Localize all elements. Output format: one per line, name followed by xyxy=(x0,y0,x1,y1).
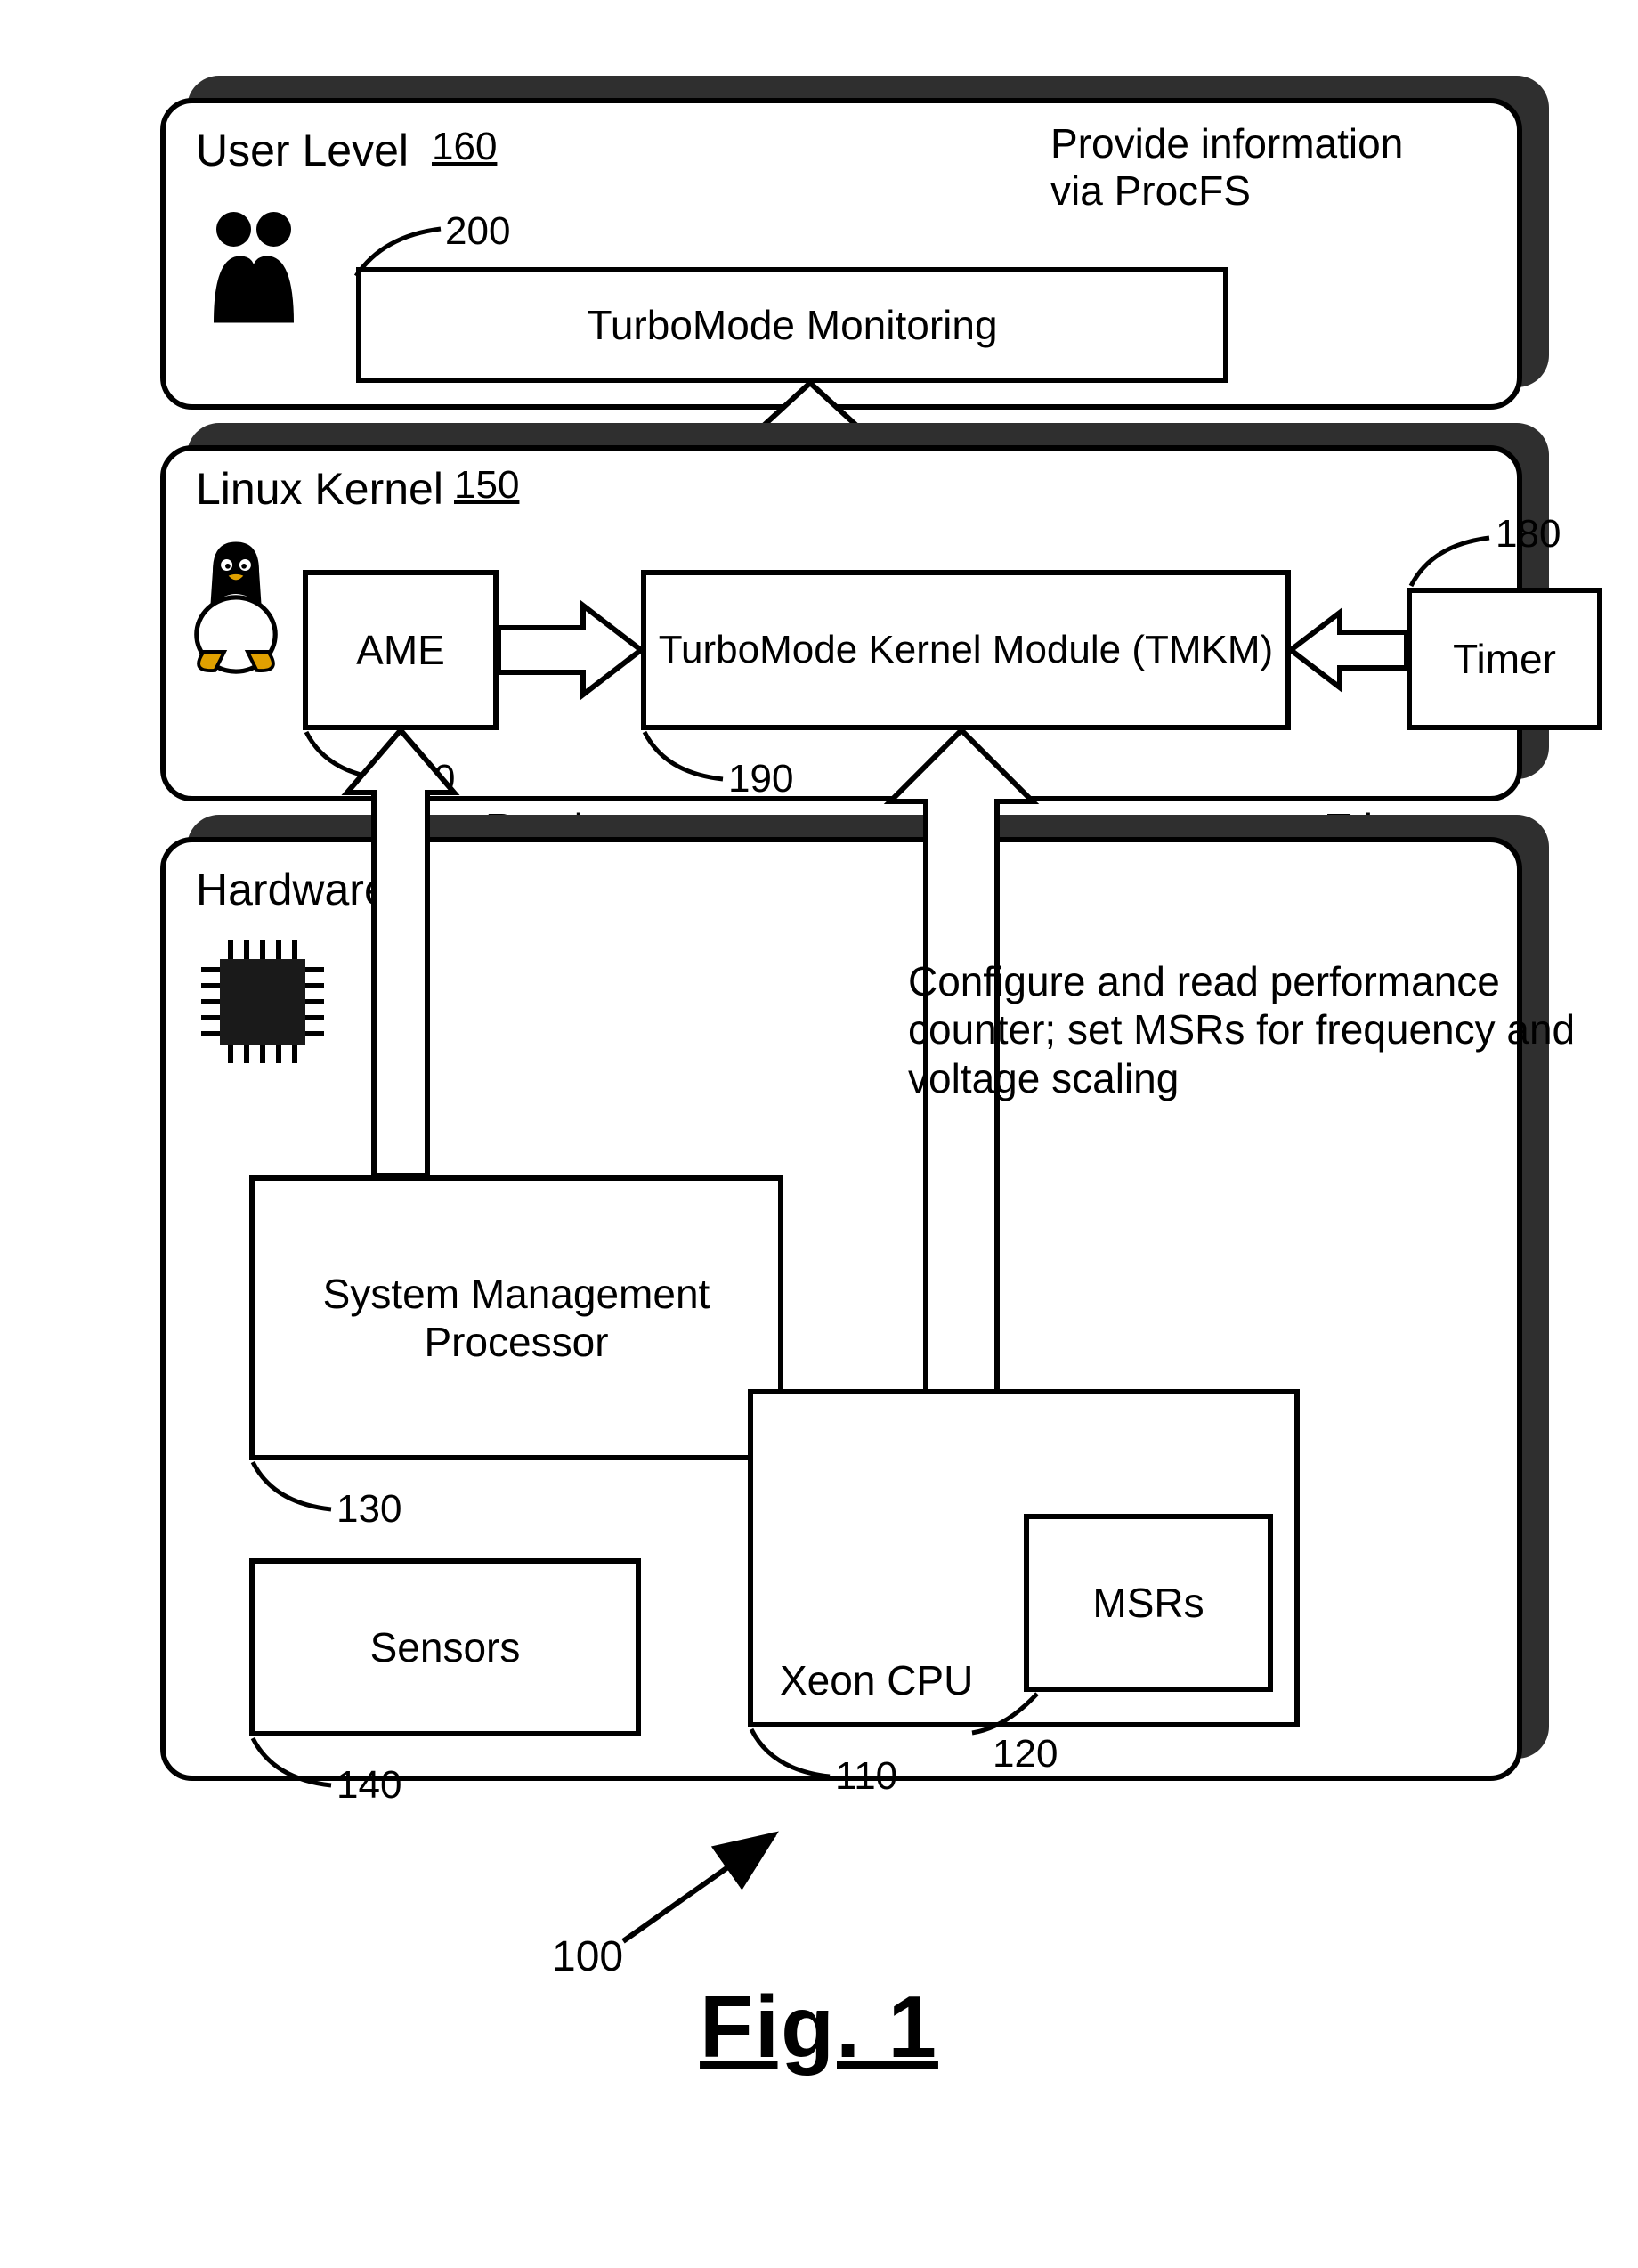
ref-leader-180 xyxy=(1409,534,1498,588)
chip-icon xyxy=(196,935,329,1069)
timer-label: Timer xyxy=(1453,635,1556,683)
ame-label: AME xyxy=(356,626,445,674)
ref-180: 180 xyxy=(1496,512,1561,557)
sensors-label: Sensors xyxy=(370,1623,521,1671)
ref-leader-100 xyxy=(614,1825,792,1950)
ref-leader-130 xyxy=(251,1460,340,1514)
arrow-ame-smp xyxy=(338,730,463,1175)
user-level-title: User Level xyxy=(196,125,409,176)
timer-box: Timer xyxy=(1407,588,1602,730)
turbomode-monitoring-box: TurboMode Monitoring xyxy=(356,267,1228,383)
ref-110: 110 xyxy=(835,1754,897,1799)
smp-box: System Management Processor xyxy=(249,1175,783,1460)
tux-icon xyxy=(178,534,294,677)
ref-leader-140 xyxy=(251,1736,340,1790)
arrow-timer-tmkm xyxy=(1291,606,1407,695)
figure-1-diagram: User Level 160 Provide information via P… xyxy=(0,0,1638,2268)
procfs-annotation: Provide information via ProcFS xyxy=(1050,120,1403,215)
arrow-ame-tmkm xyxy=(499,597,641,703)
ref-120: 120 xyxy=(993,1732,1058,1776)
ref-leader-120 xyxy=(970,1692,1042,1736)
people-icon xyxy=(187,196,320,329)
ref-130: 130 xyxy=(337,1487,401,1532)
ref-190: 190 xyxy=(728,757,793,801)
ref-100: 100 xyxy=(552,1932,623,1981)
ref-200: 200 xyxy=(445,209,510,254)
msrs-label: MSRs xyxy=(1092,1579,1204,1627)
ref-leader-190 xyxy=(643,730,732,784)
linux-kernel-ref: 150 xyxy=(454,463,519,508)
tmkm-box: TurboMode Kernel Module (TMKM) xyxy=(641,570,1291,730)
smp-label: System Management Processor xyxy=(272,1270,760,1366)
msrs-box: MSRs xyxy=(1024,1514,1273,1692)
hardware-annotation: Configure and read performance counter; … xyxy=(908,957,1575,1102)
ref-140: 140 xyxy=(337,1763,401,1808)
tmkm-label: TurboMode Kernel Module (TMKM) xyxy=(659,628,1273,672)
sensors-box: Sensors xyxy=(249,1558,641,1736)
ref-leader-110 xyxy=(750,1727,839,1781)
linux-kernel-title: Linux Kernel xyxy=(196,463,443,515)
xeon-label: Xeon CPU xyxy=(780,1656,973,1704)
figure-caption: Fig. 1 xyxy=(0,1977,1638,2077)
user-level-ref: 160 xyxy=(432,125,497,169)
turbomode-monitoring-label: TurboMode Monitoring xyxy=(587,301,997,349)
ame-box: AME xyxy=(303,570,499,730)
